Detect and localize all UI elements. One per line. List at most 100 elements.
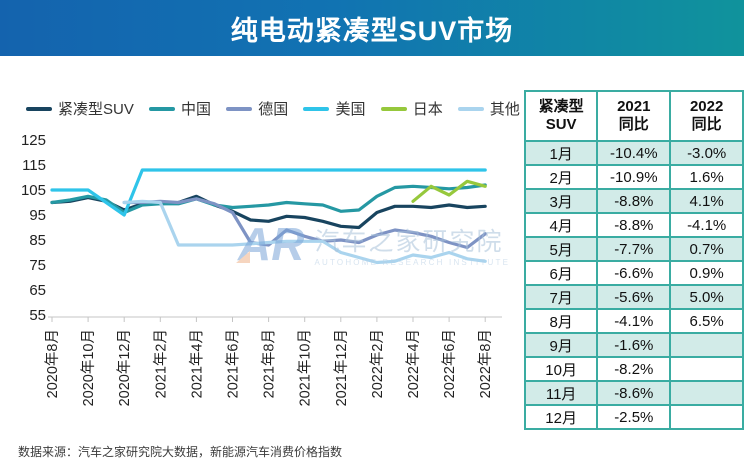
table-cell-yoy-2021: -10.4% xyxy=(596,140,672,166)
table-cell-yoy-2021: -10.9% xyxy=(596,164,672,190)
yoy-table-body: 1月 -10.4% -3.0% 2月 -10.9% 1.6% 3月 -8.8% 4.1% 4月 -8… xyxy=(523,140,744,430)
x-axis-tick-label: 2021年12月 xyxy=(333,329,350,406)
table-cell-month: 5月 xyxy=(523,236,599,262)
table-cell-yoy-2022 xyxy=(669,404,744,430)
table-header-cell: 紧凑型 SUV xyxy=(523,90,599,142)
table-cell-yoy-2022: -4.1% xyxy=(669,212,744,238)
table-row-8月: 8月 -4.1% 6.5% xyxy=(523,308,744,334)
table-cell-yoy-2021: -6.6% xyxy=(596,260,672,286)
table-header-cell: 2022 同比 xyxy=(669,90,744,142)
table-cell-month: 6月 xyxy=(523,260,599,286)
series-line-美国 xyxy=(50,168,487,217)
legend-label: 美国 xyxy=(335,101,366,118)
table-cell-month: 2月 xyxy=(523,164,599,190)
table-row-3月: 3月 -8.8% 4.1% xyxy=(523,188,744,214)
x-axis-tick-label: 2022年2月 xyxy=(369,329,386,398)
table-cell-month: 4月 xyxy=(523,212,599,238)
table-cell-yoy-2022: 0.9% xyxy=(669,260,744,286)
legend-label: 紧凑型SUV xyxy=(58,101,134,118)
series-line-其他 xyxy=(122,199,487,265)
y-axis-tick-label: 75 xyxy=(29,257,46,274)
series-line-德国 xyxy=(122,197,487,250)
x-axis-tick-label: 2021年2月 xyxy=(152,329,169,398)
legend-swatch-icon xyxy=(457,106,484,111)
table-cell-yoy-2021: -4.1% xyxy=(596,308,672,334)
legend-swatch-icon xyxy=(149,106,176,111)
table-cell-month: 7月 xyxy=(523,284,599,310)
table-cell-month: 12月 xyxy=(523,404,599,430)
table-row-6月: 6月 -6.6% 0.9% xyxy=(523,260,744,286)
table-cell-yoy-2022: -3.0% xyxy=(669,140,744,166)
table-cell-month: 3月 xyxy=(523,188,599,214)
y-axis-tick-label: 105 xyxy=(21,182,46,199)
yoy-table: 紧凑型 SUV 2021 同比 2022 同比 1月 -10.4% -3.0% 2月 -10… xyxy=(523,90,744,430)
table-cell-yoy-2022: 1.6% xyxy=(669,164,744,190)
table-cell-yoy-2022: 6.5% xyxy=(669,308,744,334)
title-bar: 纯电动紧凑型SUV市场 xyxy=(0,0,744,56)
line-chart-svg: 55 65 75 85 95 105 115 125 2020年8月 2020年10月 2020年1… xyxy=(21,132,502,406)
table-row-4月: 4月 -8.8% -4.1% xyxy=(523,212,744,238)
x-axis-tick-label: 2021年6月 xyxy=(225,329,242,398)
table-cell-yoy-2021: -8.6% xyxy=(596,380,672,406)
table-cell-yoy-2022 xyxy=(669,380,744,406)
table-row-7月: 7月 -5.6% 5.0% xyxy=(523,284,744,310)
legend-swatch-icon xyxy=(226,106,253,111)
table-header-cell: 2021 同比 xyxy=(596,90,672,142)
legend-item-中国: 中国 xyxy=(149,98,211,119)
table-cell-yoy-2021: -2.5% xyxy=(596,404,672,430)
table-row-5月: 5月 -7.7% 0.7% xyxy=(523,236,744,262)
yoy-table-head: 紧凑型 SUV 2021 同比 2022 同比 xyxy=(523,90,744,142)
x-axis-tick-label: 2022年6月 xyxy=(441,329,458,398)
table-cell-yoy-2022 xyxy=(669,356,744,382)
y-axis-tick-label: 115 xyxy=(22,157,46,174)
chart-legend: 紧凑型SUV 中国 德国 美国 日本 其他 xyxy=(26,98,520,119)
y-axis-tick-label: 85 xyxy=(29,232,46,249)
table-row-1月: 1月 -10.4% -3.0% xyxy=(523,140,744,166)
table-cell-month: 11月 xyxy=(523,380,599,406)
table-row-2月: 2月 -10.9% 1.6% xyxy=(523,164,744,190)
table-cell-yoy-2022: 4.1% xyxy=(669,188,744,214)
table-cell-yoy-2021: -1.6% xyxy=(596,332,672,358)
legend-label: 中国 xyxy=(181,101,212,118)
table-cell-yoy-2021: -8.2% xyxy=(596,356,672,382)
table-cell-month: 10月 xyxy=(523,356,599,382)
table-cell-yoy-2022: 0.7% xyxy=(669,236,744,262)
table-cell-yoy-2021: -5.6% xyxy=(596,284,672,310)
table-row-11月: 11月 -8.6% xyxy=(523,380,744,406)
data-source-note: 数据来源：汽车之家研究院大数据，新能源汽车消费价格指数 xyxy=(18,445,343,459)
table-cell-month: 9月 xyxy=(523,332,599,358)
y-axis-tick-label: 95 xyxy=(29,207,46,224)
yoy-table-header-row: 紧凑型 SUV 2021 同比 2022 同比 xyxy=(523,90,744,142)
x-axis-tick-label: 2021年8月 xyxy=(261,329,278,398)
table-cell-month: 1月 xyxy=(523,140,599,166)
x-axis-tick-label: 2022年4月 xyxy=(405,329,422,398)
y-axis-tick-label: 125 xyxy=(21,132,46,149)
legend-label: 其他 xyxy=(489,101,520,118)
legend-item-美国: 美国 xyxy=(303,98,366,119)
legend-item-紧凑型SUV: 紧凑型SUV xyxy=(26,98,134,119)
table-cell-yoy-2021: -8.8% xyxy=(596,212,672,238)
series-line-日本 xyxy=(411,179,487,203)
legend-item-日本: 日本 xyxy=(380,98,443,119)
x-axis-tick-label: 2020年8月 xyxy=(44,329,61,398)
table-cell-yoy-2022 xyxy=(669,332,744,358)
table-row-12月: 12月 -2.5% xyxy=(523,404,744,430)
table-cell-yoy-2022: 5.0% xyxy=(669,284,744,310)
table-row-9月: 9月 -1.6% xyxy=(523,332,744,358)
series-line-紧凑型SUV xyxy=(50,194,487,230)
x-axis-tick-label: 2021年10月 xyxy=(297,329,314,406)
legend-label: 德国 xyxy=(258,101,289,118)
x-axis-tick-label: 2021年4月 xyxy=(188,329,205,398)
y-axis-tick-label: 55 xyxy=(29,307,46,324)
table-cell-yoy-2021: -8.8% xyxy=(596,188,672,214)
table-cell-yoy-2021: -7.7% xyxy=(596,236,672,262)
line-chart: 55 65 75 85 95 105 115 125 2020年8月 2020年10月 2020年1… xyxy=(4,124,524,444)
x-axis-tick-label: 2020年10月 xyxy=(80,329,97,406)
x-axis-tick-label: 2020年12月 xyxy=(116,329,133,406)
legend-item-德国: 德国 xyxy=(226,98,288,119)
legend-label: 日本 xyxy=(412,101,443,118)
legend-item-其他: 其他 xyxy=(457,98,520,119)
page-title: 纯电动紧凑型SUV市场 xyxy=(230,15,514,46)
y-axis-tick-label: 65 xyxy=(29,282,46,299)
